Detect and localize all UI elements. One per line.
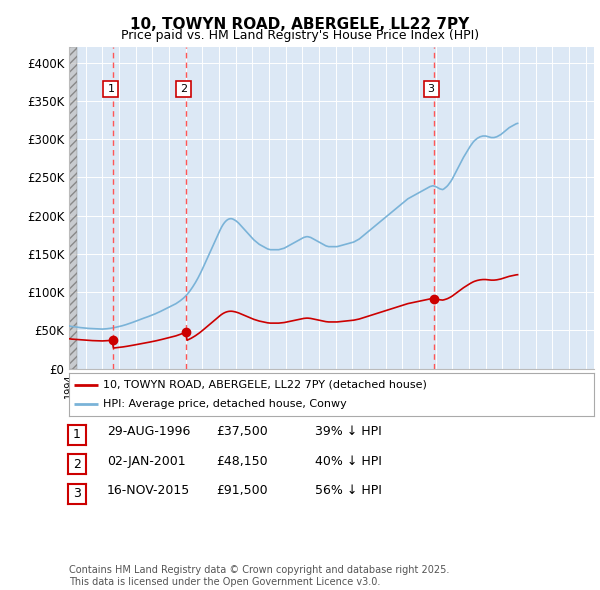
Text: 3: 3 [428, 84, 434, 94]
FancyBboxPatch shape [176, 81, 191, 97]
Text: 29-AUG-1996: 29-AUG-1996 [107, 425, 190, 438]
Text: 3: 3 [73, 487, 81, 500]
Text: 2: 2 [180, 84, 187, 94]
FancyBboxPatch shape [103, 81, 118, 97]
Bar [69, 47, 77, 369]
Text: 1: 1 [107, 84, 115, 94]
Text: Price paid vs. HM Land Registry's House Price Index (HPI): Price paid vs. HM Land Registry's House … [121, 30, 479, 42]
Text: 56% ↓ HPI: 56% ↓ HPI [315, 484, 382, 497]
Text: 10, TOWYN ROAD, ABERGELE, LL22 7PY (detached house): 10, TOWYN ROAD, ABERGELE, LL22 7PY (deta… [103, 380, 427, 390]
FancyBboxPatch shape [424, 81, 439, 97]
Text: 1: 1 [73, 428, 81, 441]
Text: 02-JAN-2001: 02-JAN-2001 [107, 455, 185, 468]
Text: 16-NOV-2015: 16-NOV-2015 [107, 484, 190, 497]
Text: 2: 2 [73, 458, 81, 471]
Text: 39% ↓ HPI: 39% ↓ HPI [315, 425, 382, 438]
Text: HPI: Average price, detached house, Conwy: HPI: Average price, detached house, Conw… [103, 399, 347, 409]
Text: £37,500: £37,500 [216, 425, 268, 438]
Text: £91,500: £91,500 [216, 484, 268, 497]
Text: 10, TOWYN ROAD, ABERGELE, LL22 7PY: 10, TOWYN ROAD, ABERGELE, LL22 7PY [130, 17, 470, 31]
Text: Contains HM Land Registry data © Crown copyright and database right 2025.
This d: Contains HM Land Registry data © Crown c… [69, 565, 449, 587]
Text: £48,150: £48,150 [216, 455, 268, 468]
Bar [69, 47, 77, 369]
Text: 40% ↓ HPI: 40% ↓ HPI [315, 455, 382, 468]
